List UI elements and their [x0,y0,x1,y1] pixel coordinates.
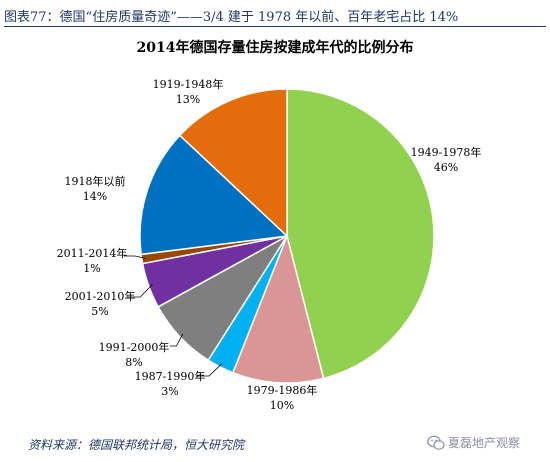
slice-value-label: 14% [83,190,107,203]
figure-caption: 图表77：德国“住房质量奇迹”——3/4 建于 1978 年以前、百年老宅占比 … [4,10,459,25]
slice-value-label: 1% [83,262,100,275]
slice-label: 1979-1986年 [247,383,318,397]
slice-label: 1987-1990年 [135,369,206,383]
slice-value-label: 46% [434,161,458,174]
slice-label: 1918年以前 [65,174,126,188]
leader-line [128,284,153,298]
leader-lines [124,255,223,377]
pie-slice [139,134,289,256]
pie-slice [286,88,435,380]
source-note: 资料来源：德国联邦统计局，恒大研究院 [28,438,245,452]
wechat-icon [427,435,445,450]
slice-labels: 1949-1978年 46% 1979-1986年 10% 1987-1990年 3% 19… [57,77,482,412]
caption-divider [4,26,546,27]
leader-line [196,363,223,377]
slice-value-label: 10% [270,399,294,412]
slice-label: 2001-2010年 [65,289,136,303]
slice-value-label: 8% [125,356,142,369]
slice-label: 1919-1948年 [153,77,224,91]
chart-title: 2014年德国存量住房按建成年代的比例分布 [136,40,414,56]
slice-value-label: 3% [161,385,178,398]
slice-value-label: 13% [176,93,200,106]
slice-label: 1991-2000年 [99,340,170,354]
watermark-text: 夏磊地产观察 [448,436,521,450]
pie-slice [231,233,325,384]
slice-label: 1949-1978年 [411,145,482,159]
slice-value-label: 5% [91,305,108,318]
watermark: 夏磊地产观察 [427,434,520,451]
pie-slice [178,88,288,238]
leader-line [170,333,184,347]
slice-label: 2011-2014年 [57,246,128,260]
pie-slices [139,88,435,384]
leader-line [124,255,146,259]
